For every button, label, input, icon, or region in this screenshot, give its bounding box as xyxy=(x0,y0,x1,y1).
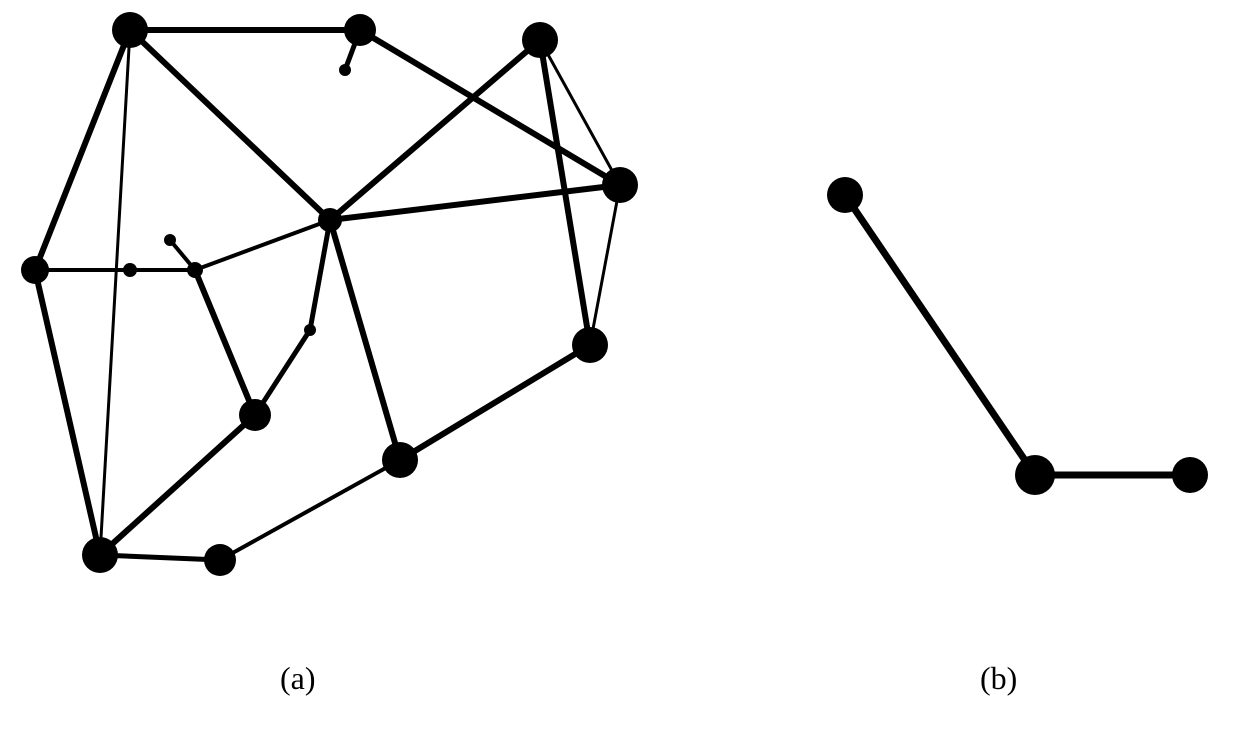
graph-node xyxy=(602,167,638,203)
graph-node xyxy=(21,256,49,284)
panel-b-label: (b) xyxy=(980,660,1017,697)
graph-node xyxy=(827,177,863,213)
graph-edge xyxy=(100,555,220,560)
graph-node xyxy=(1015,455,1055,495)
graph-edge xyxy=(195,220,330,270)
graph-edge xyxy=(400,345,590,460)
graph-svg xyxy=(0,0,1240,733)
graph-edge xyxy=(845,195,1035,475)
graph-node xyxy=(344,14,376,46)
graph-node xyxy=(304,324,316,336)
graph-node xyxy=(382,442,418,478)
graph-node xyxy=(112,12,148,48)
graph-edge xyxy=(35,30,130,270)
graph-edge xyxy=(590,185,620,345)
graph-node xyxy=(123,263,137,277)
graph-edge xyxy=(310,220,330,330)
graph-node xyxy=(239,399,271,431)
graph-edge xyxy=(220,460,400,560)
graph-edge xyxy=(330,220,400,460)
graph-node xyxy=(204,544,236,576)
graph-edge xyxy=(330,185,620,220)
graph-edge xyxy=(195,270,255,415)
graph-node xyxy=(318,208,342,232)
graph-edge xyxy=(100,30,130,555)
graph-node xyxy=(572,327,608,363)
graph-node xyxy=(82,537,118,573)
graph-edge xyxy=(35,270,100,555)
graph-edge xyxy=(330,40,540,220)
graph-node xyxy=(339,64,351,76)
panel-a-label: (a) xyxy=(280,660,316,697)
graph-node xyxy=(1172,457,1208,493)
graph-node xyxy=(187,262,203,278)
graph-edge xyxy=(130,30,330,220)
figure-canvas: (a) (b) xyxy=(0,0,1240,733)
graph-node xyxy=(522,22,558,58)
graph-node xyxy=(164,234,176,246)
graph-edge xyxy=(100,415,255,555)
